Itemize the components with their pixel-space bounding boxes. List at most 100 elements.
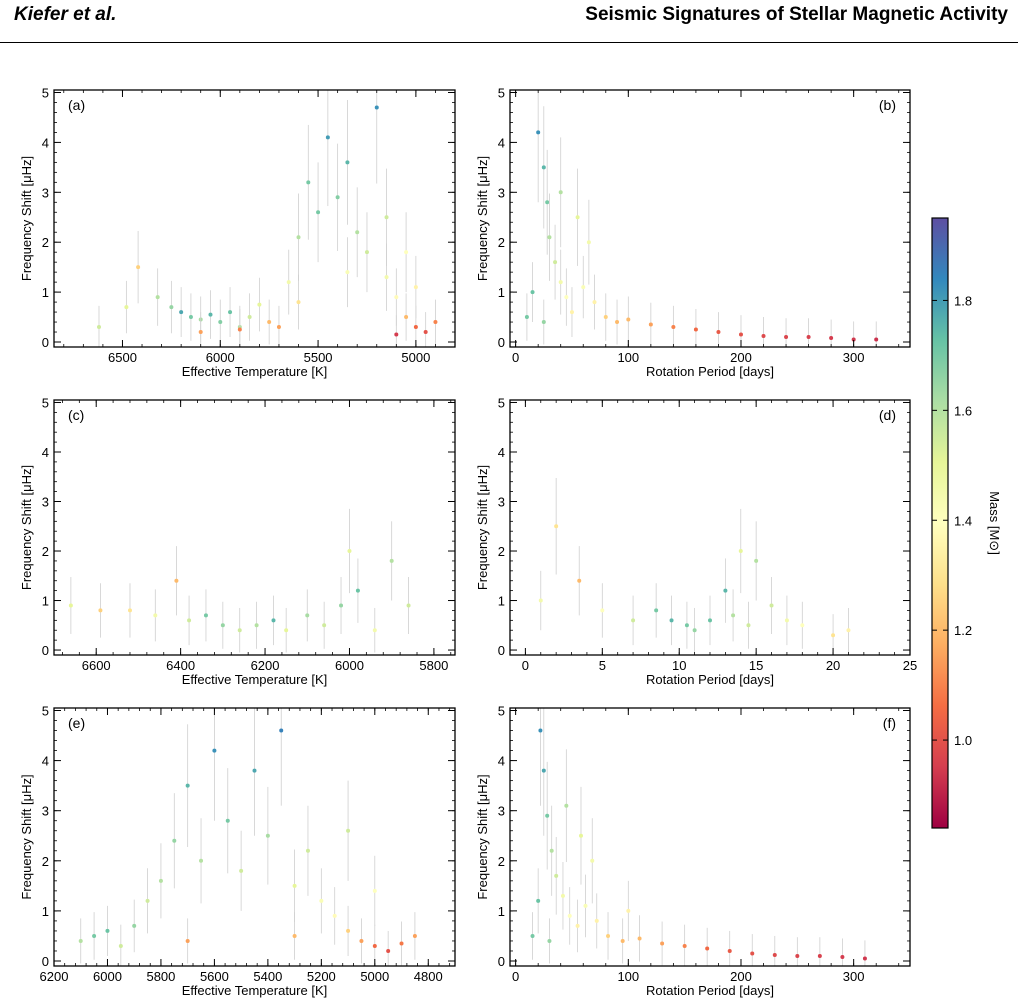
data-point [637,936,642,941]
data-point [671,325,676,330]
data-point [335,195,340,200]
x-tick-label: 6000 [206,350,235,365]
data-point [615,320,620,325]
data-point [389,558,394,563]
data-point [359,938,364,943]
y-axis-label: Frequency Shift [μHz] [475,156,490,281]
data-point [606,933,611,938]
data-point [575,215,580,220]
data-point [279,728,284,733]
x-ticks: 0 5 10 15 20 25 [509,400,917,673]
data-point [560,893,565,898]
data-point [631,618,636,623]
x-ticks: 0 100 200 300 [512,90,900,365]
data-point [346,828,351,833]
x-tick-label: 6000 [93,969,122,984]
data-point [325,135,330,140]
y-tick-label: 2 [498,544,505,559]
y-tick-label: 5 [498,704,505,719]
data-point [105,928,110,933]
data-point [692,628,697,633]
data-point [536,898,541,903]
data-point [185,783,190,788]
y-axis-label: Frequency Shift [μHz] [19,465,34,590]
panel-b: 0 100 200 300 0 1 2 3 4 5 Rotation Period [days] Fr… [475,85,911,379]
x-tick-label: 6200 [251,658,280,673]
data-point [218,320,223,325]
data-point [684,623,689,628]
data-point [581,285,586,290]
data-point [784,618,789,623]
data-point [322,623,327,628]
data-point [132,923,137,928]
panel-a: 6500 6000 5500 5000 0 1 2 3 4 5 Effective Temperat… [19,85,456,379]
header-rule [0,42,1018,43]
data-point [237,628,242,633]
data-point [172,838,177,843]
data-point [727,948,732,953]
data-points [68,508,411,653]
y-tick-label: 4 [42,754,49,769]
y-tick-label: 4 [42,445,49,460]
data-point [769,603,774,608]
data-point [538,598,543,603]
x-tick-label: 5800 [419,658,448,673]
data-point [124,305,129,310]
x-tick-label: 20 [826,658,840,673]
data-point [829,336,834,341]
x-tick-label: 5000 [360,969,389,984]
x-tick-label: 5600 [200,969,229,984]
data-point [96,325,101,330]
data-point [292,933,297,938]
data-point [541,320,546,325]
data-point [78,938,83,943]
y-tick-label: 0 [498,954,505,969]
data-point [731,613,736,618]
data-point [265,833,270,838]
y-tick-label: 2 [42,544,49,559]
data-point [648,322,653,327]
y-tick-label: 3 [498,804,505,819]
x-tick-label: 6200 [40,969,69,984]
data-point [862,956,867,961]
data-point [399,941,404,946]
panel-f: 0 100 200 300 0 1 2 3 4 5 Rotation Period [days] Fr… [475,704,911,998]
y-tick-label: 5 [498,395,505,410]
data-point [394,295,399,300]
data-point [345,160,350,165]
data-point [545,813,550,818]
data-point [547,938,552,943]
y-tick-label: 5 [498,85,505,100]
x-tick-label: 5000 [401,350,430,365]
header-authors: Kiefer et al. [14,4,117,25]
data-point [404,250,409,255]
panel-d: 0 5 10 15 20 25 0 1 2 3 4 5 Rotation Period [days] Fr… [475,395,917,687]
data-point [590,858,595,863]
plot-frame [509,707,911,967]
data-point [558,190,563,195]
data-point [558,280,563,285]
x-tick-label: 100 [617,350,639,365]
data-point [433,320,438,325]
y-tick-label: 1 [42,594,49,609]
data-point [603,315,608,320]
data-point [594,918,599,923]
data-point [541,768,546,773]
colorbar-tick-label: 1.6 [954,403,972,418]
x-ticks: 6500 6000 5500 5000 [63,90,456,365]
data-point [203,613,208,618]
x-tick-label: 300 [843,350,865,365]
x-tick-label: 5 [599,658,606,673]
panel-label: (b) [879,97,896,113]
plot-frame [53,399,456,656]
y-tick-label: 1 [42,904,49,919]
data-point [384,215,389,220]
plot-frame [53,707,456,967]
data-point [423,330,428,335]
data-point [145,898,150,903]
y-tick-label: 4 [498,135,505,150]
data-point [626,317,631,322]
x-ticks: 6600 6400 6200 6000 5800 [62,400,452,673]
x-axis-label: Effective Temperature [K] [182,672,327,687]
